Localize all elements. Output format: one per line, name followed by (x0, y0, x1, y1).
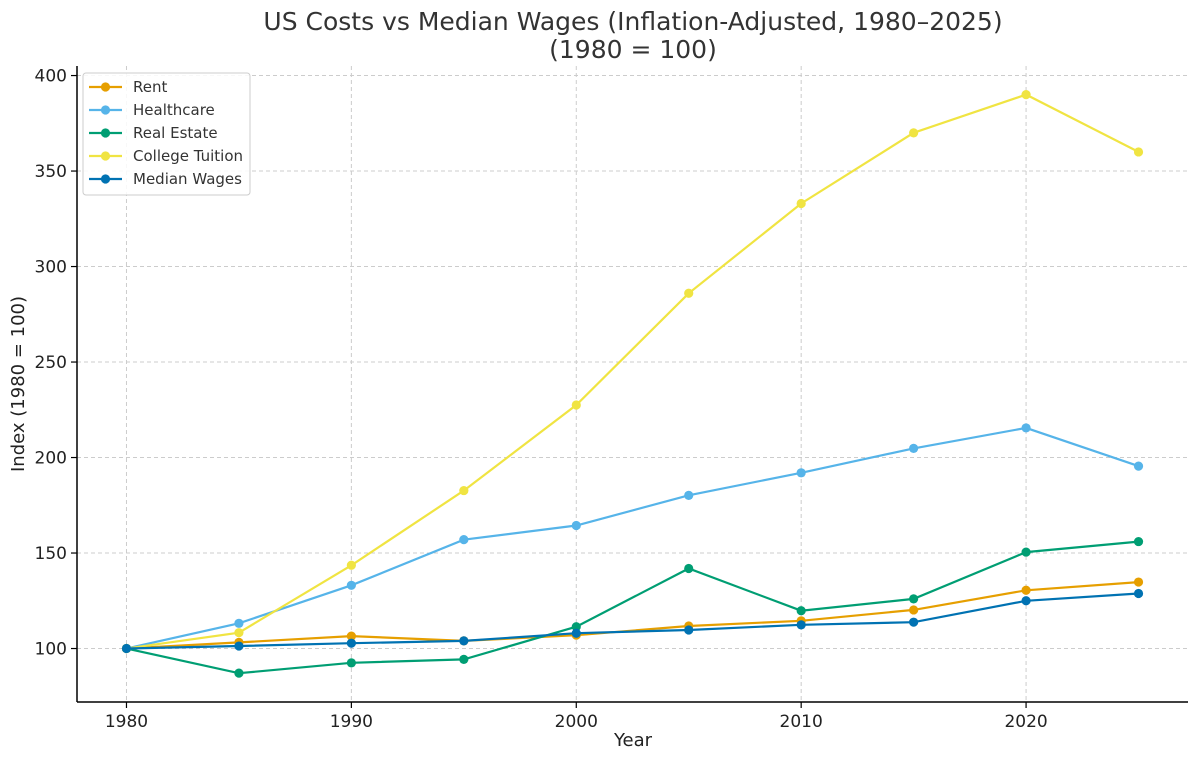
x-tick-label: 2010 (780, 712, 823, 732)
data-point-healthcare (459, 535, 469, 545)
data-point-median-wages (459, 636, 469, 646)
x-tick-label: 1980 (105, 712, 148, 732)
legend-swatch-marker (100, 105, 111, 115)
legend-item-rent: Rent (89, 78, 167, 96)
data-point-healthcare (234, 618, 244, 628)
legend-box (82, 72, 251, 196)
data-point-college-tuition (796, 198, 806, 209)
data-point-college-tuition (571, 400, 581, 410)
y-axis-label: Index (1980 = 100) (8, 296, 29, 472)
data-point-college-tuition (1133, 147, 1144, 157)
legend-label: College Tuition (133, 147, 243, 165)
data-point-college-tuition (234, 628, 244, 638)
data-point-rent (1133, 577, 1144, 587)
series-line-rent (126, 581, 1139, 650)
legend-item-healthcare: Healthcare (89, 101, 215, 119)
legend-swatch-marker (100, 174, 111, 184)
data-point-real-estate (234, 668, 244, 678)
legend-label: Rent (133, 78, 167, 96)
series-line-median-wages (126, 592, 1139, 650)
data-point-healthcare (909, 443, 919, 453)
series-rent (121, 577, 1144, 654)
y-tick-label: 100 (35, 640, 67, 660)
data-point-rent (909, 605, 919, 615)
data-point-college-tuition (346, 560, 356, 570)
data-point-median-wages (346, 638, 356, 648)
legend-item-college-tuition: College Tuition (89, 147, 243, 165)
series-group (121, 90, 1144, 678)
y-tick-label: 400 (35, 67, 67, 87)
data-point-healthcare (796, 468, 806, 478)
x-tick-label: 1990 (330, 712, 373, 732)
grid (77, 66, 1188, 702)
legend-label: Real Estate (133, 124, 218, 142)
data-point-real-estate (909, 594, 919, 604)
legend-swatch-marker (100, 151, 111, 161)
chart-subtitle: (1980 = 100) (549, 35, 717, 64)
data-point-college-tuition (684, 288, 694, 298)
data-point-real-estate (571, 622, 581, 632)
data-point-college-tuition (1021, 90, 1031, 100)
data-point-median-wages (1133, 588, 1144, 599)
x-axis-ticks: 1980 1990 2000 2010 2020 (105, 702, 1048, 732)
series-college-tuition (121, 90, 1144, 654)
legend-swatch-marker (100, 128, 111, 138)
data-point-real-estate (684, 563, 694, 574)
data-point-median-wages (684, 625, 694, 635)
legend-swatch-marker (100, 82, 111, 92)
series-line-college-tuition (126, 93, 1139, 650)
y-tick-label: 150 (35, 544, 67, 564)
legend-item-real-estate: Real Estate (89, 124, 218, 142)
x-tick-label: 2000 (555, 712, 598, 732)
data-point-healthcare (1133, 461, 1144, 471)
data-point-rent (1021, 585, 1031, 595)
data-point-rent (346, 631, 356, 641)
legend: Rent Healthcare Real Estate College Tuition… (82, 72, 251, 196)
data-point-median-wages (571, 628, 581, 638)
data-point-median-wages (1021, 596, 1031, 606)
x-axis-label: Year (613, 730, 653, 751)
y-tick-label: 350 (35, 162, 67, 182)
data-point-median-wages (121, 643, 132, 654)
y-tick-label: 300 (35, 258, 67, 278)
legend-item-median-wages: Median Wages (89, 170, 242, 188)
y-axis-ticks: 100 150 200 250 300 350 400 (35, 67, 77, 660)
series-line-real-estate (126, 540, 1139, 675)
y-tick-label: 200 (35, 449, 67, 469)
legend-label: Healthcare (133, 101, 215, 119)
chart-title: US Costs vs Median Wages (Inflation-Adju… (263, 7, 1002, 36)
data-point-healthcare (684, 490, 694, 500)
y-tick-label: 250 (35, 353, 67, 373)
data-point-healthcare (346, 580, 356, 590)
series-median-wages (121, 588, 1144, 654)
data-point-real-estate (346, 658, 356, 668)
x-tick-label: 2020 (1004, 712, 1047, 732)
data-point-real-estate (1133, 536, 1144, 547)
data-point-college-tuition (459, 485, 469, 496)
data-point-college-tuition (909, 128, 919, 138)
legend-label: Median Wages (133, 170, 242, 188)
data-point-healthcare (1021, 423, 1031, 433)
data-point-median-wages (909, 617, 919, 627)
series-line-healthcare (126, 426, 1139, 650)
data-point-median-wages (234, 641, 244, 651)
data-point-real-estate (459, 654, 469, 665)
data-point-healthcare (571, 520, 581, 531)
data-point-median-wages (796, 620, 806, 630)
data-point-real-estate (796, 606, 806, 616)
data-point-real-estate (1021, 547, 1031, 557)
